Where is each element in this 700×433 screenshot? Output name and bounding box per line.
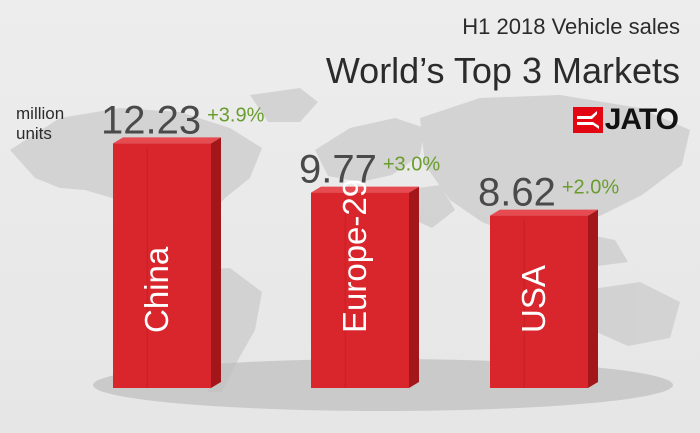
chart-subtitle: H1 2018 Vehicle sales xyxy=(462,14,680,39)
unit-label: million units xyxy=(16,104,65,143)
map-australia xyxy=(585,282,680,346)
category-label-europe-29: Europe-29 xyxy=(336,179,373,333)
map-asia xyxy=(420,95,690,238)
bars-layer: China 12.23 +3.9% Europe-299.77 +3.0% USA 8.62… xyxy=(101,98,619,388)
bar-side-usa xyxy=(588,209,598,388)
growth-label-usa: +2.0% xyxy=(562,177,619,199)
chart-title: World’s Top 3 Markets xyxy=(325,50,680,91)
category-label-china: China xyxy=(138,246,175,333)
bar-usa xyxy=(490,215,588,388)
bar-side-china xyxy=(211,137,221,388)
value-label-europe-29: 9.77 xyxy=(299,148,377,192)
jato-logo-text: JATO xyxy=(604,103,679,136)
category-label-usa: USA xyxy=(515,265,552,333)
map-greenland xyxy=(250,88,318,122)
bar-side-europe-29 xyxy=(409,186,419,388)
bar-china xyxy=(113,143,211,388)
jato-logo-icon xyxy=(572,107,603,133)
bar-europe-29 xyxy=(311,192,409,388)
map-europe xyxy=(315,118,425,182)
bar-top-europe-29 xyxy=(311,186,419,193)
value-label-usa: 8.62 xyxy=(478,171,556,215)
growth-label-china: +3.9% xyxy=(207,104,264,126)
jato-logo: JATO xyxy=(572,103,679,137)
bar-top-usa xyxy=(490,209,598,216)
growth-label-europe-29: +3.0% xyxy=(383,154,440,176)
value-label-china: 12.23 xyxy=(101,98,201,142)
bar-top-china xyxy=(113,137,221,144)
